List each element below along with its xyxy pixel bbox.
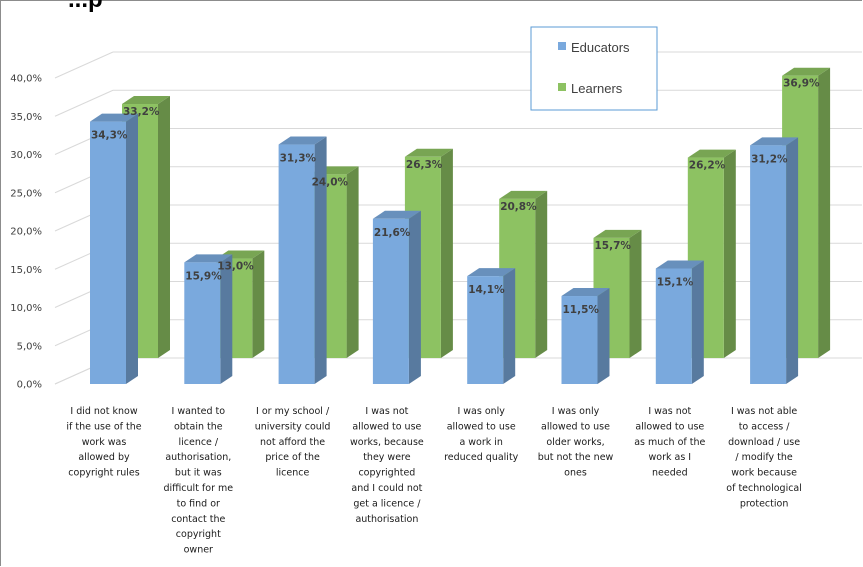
bar-educators-side: [314, 136, 327, 384]
legend-label: Educators: [571, 40, 630, 55]
legend: Educators Learners: [530, 26, 658, 111]
y-tick-label: 10,0%: [10, 303, 42, 314]
bar-educators: [467, 276, 504, 384]
bar-educators: [184, 262, 221, 384]
bar-learners-top: [687, 149, 736, 158]
x-tick-label: I or my school / university could not affo…: [255, 406, 331, 479]
bar-educators: [372, 218, 409, 384]
data-label-educators: 21,6%: [374, 227, 411, 239]
bar-educators-top: [750, 137, 799, 146]
data-label-learners: 33,2%: [123, 106, 160, 118]
x-tick-label: I was not allowed to use works, because the…: [350, 406, 424, 525]
bar-educators-top: [467, 268, 516, 277]
data-label-educators: 14,1%: [468, 284, 505, 296]
bar-educators: [278, 144, 315, 384]
y-tick-label: 15,0%: [10, 265, 42, 276]
partial-title: ...p: [68, 0, 103, 14]
data-label-educators: 15,9%: [185, 270, 222, 282]
y-tick-label: 5,0%: [17, 341, 42, 352]
bar-learners-top: [499, 190, 548, 199]
x-tick-label: I wanted to obtain the licence / authorisat…: [163, 406, 233, 556]
y-axis: 0,0% 5,0% 10,0% 15,0% 20,0% 25,0% 30,0% 35,0% 40…: [10, 74, 42, 391]
data-label-learners: 15,7%: [595, 240, 632, 252]
bar-educators-side: [597, 288, 610, 384]
legend-box: [530, 26, 658, 111]
data-label-learners: 24,0%: [312, 176, 349, 188]
data-labels: 34,3% 33,2% 15,9%13,0% 31,3% 24,0% 21,6% 26,3%…: [91, 78, 820, 316]
bar-learners-side: [440, 148, 453, 358]
bar-learners-side: [629, 229, 642, 358]
bar-learners-side: [723, 149, 736, 358]
bar-educators-top: [655, 260, 704, 269]
data-label-educators: 34,3%: [91, 130, 128, 142]
bar-educators-side: [220, 254, 233, 384]
bar-learners-top: [782, 67, 831, 76]
gridline-side: [54, 51, 114, 79]
bar-learners-top: [593, 229, 642, 238]
bar-educators-side: [126, 113, 138, 384]
data-label-learners: 26,3%: [406, 159, 443, 171]
bar-educators-top: [278, 136, 327, 145]
data-label-learners: 36,9%: [783, 78, 820, 90]
bar-educators-side: [786, 137, 799, 384]
bar-learners-top: [404, 148, 453, 157]
x-tick-label: I was not allowed to use as much of the wor…: [634, 406, 705, 479]
bar-educators-side: [691, 260, 704, 384]
y-tick-label: 30,0%: [10, 150, 42, 161]
legend-swatch: [558, 42, 566, 50]
bar-learners-side: [158, 96, 170, 359]
bar-educators-side: [408, 210, 421, 384]
y-tick-label: 40,0%: [10, 74, 42, 85]
bars: [90, 67, 831, 384]
bar-educators-top: [372, 210, 421, 219]
x-tick-label: I was only allowed to use older works, but …: [538, 406, 614, 479]
legend-label: Learners: [571, 81, 623, 96]
data-label-educators: 31,2%: [751, 153, 788, 165]
data-label-educators: 15,1%: [657, 276, 694, 288]
bar-learners-side: [252, 250, 265, 358]
x-axis-labels: I did not know if the use of the work was a…: [66, 406, 802, 556]
bar-educators-top: [561, 288, 610, 297]
x-tick-label: I was not able to access / download / use /…: [726, 406, 802, 509]
bar-learners-side: [346, 166, 359, 358]
gridline-side: [54, 89, 114, 117]
bar-educators: [750, 145, 787, 384]
y-tick-label: 20,0%: [10, 227, 42, 238]
data-label-educators: 31,3%: [280, 153, 317, 165]
bar-educators-top: [90, 113, 138, 122]
gridlines: [54, 51, 862, 385]
bar-educators: [561, 296, 598, 384]
y-tick-label: 0,0%: [17, 380, 42, 391]
bar-educators-side: [503, 268, 516, 384]
legend-swatch: [558, 83, 566, 91]
bar-educators: [655, 268, 692, 384]
y-tick-label: 35,0%: [10, 112, 42, 123]
bar-learners-side: [818, 67, 831, 358]
bar-learners-top: [122, 96, 170, 105]
x-tick-label: I did not know if the use of the work was a…: [66, 406, 141, 479]
y-tick-label: 25,0%: [10, 188, 42, 199]
x-tick-label: I was only allowed to use a work in reduced…: [444, 406, 519, 463]
data-label-educators: 11,5%: [563, 304, 600, 316]
bar-learners-side: [535, 190, 548, 358]
data-label-learners: 26,2%: [689, 160, 726, 172]
bar-educators-top: [184, 254, 233, 263]
bar-educators: [90, 121, 126, 384]
data-label-learners: 20,8%: [500, 201, 537, 213]
data-label-learners: 13,0%: [217, 261, 254, 273]
